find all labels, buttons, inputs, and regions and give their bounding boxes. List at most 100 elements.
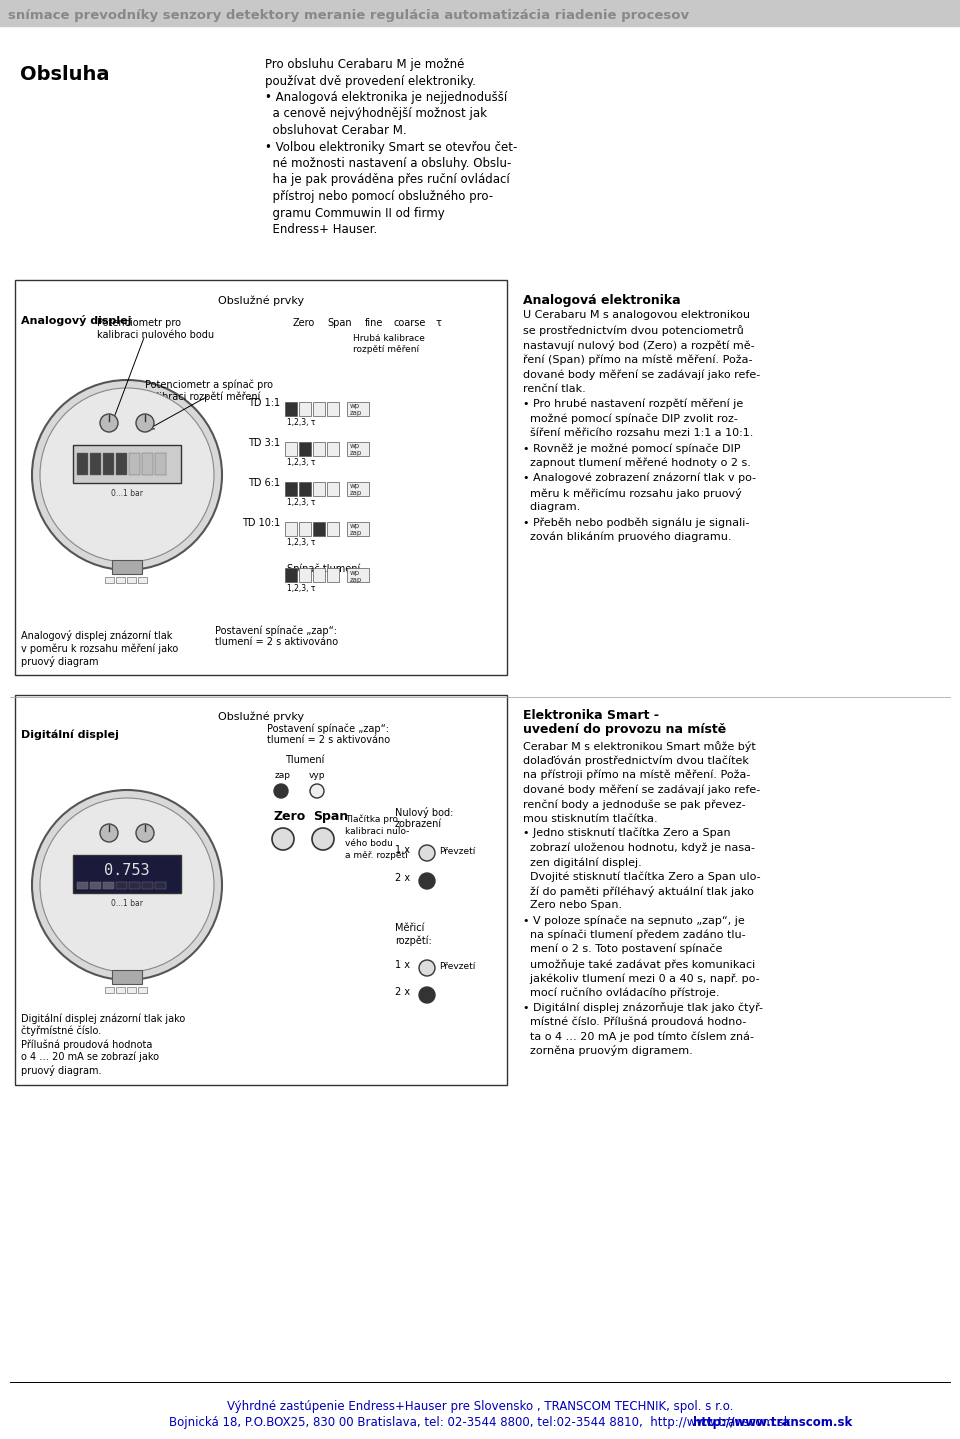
Bar: [155, 882, 166, 889]
Bar: [299, 401, 311, 416]
Text: zován blikáním pruového diagramu.: zován blikáním pruového diagramu.: [523, 532, 732, 543]
Text: 0.753: 0.753: [105, 863, 150, 878]
Text: dované body měření se zadávají jako refe-: dované body měření se zadávají jako refe…: [523, 784, 760, 794]
Text: šíření měřicího rozsahu mezi 1:1 a 10:1.: šíření měřicího rozsahu mezi 1:1 a 10:1.: [523, 429, 754, 439]
Text: 2 x: 2 x: [395, 987, 410, 997]
Text: a měř. rozpětí: a měř. rozpětí: [345, 850, 408, 861]
Circle shape: [312, 827, 334, 850]
Text: Obslužné prvky: Obslužné prvky: [218, 711, 304, 721]
Text: http://www.transcom.sk: http://www.transcom.sk: [693, 1416, 852, 1429]
Text: Analogová elektronika: Analogová elektronika: [523, 294, 681, 307]
Text: Cerabar M s elektronikou Smart může být: Cerabar M s elektronikou Smart může být: [523, 741, 756, 753]
Bar: [15, 281, 507, 675]
Bar: [347, 482, 369, 496]
Text: používat dvě provedení elektroniky.: používat dvě provedení elektroniky.: [265, 75, 476, 88]
Text: obsluhovat Cerabar M.: obsluhovat Cerabar M.: [265, 124, 407, 137]
Text: zapnout tlumení měřené hodnoty o 2 s.: zapnout tlumení měřené hodnoty o 2 s.: [523, 458, 751, 469]
Bar: [127, 987, 136, 993]
Bar: [299, 522, 311, 535]
Text: TD 6:1: TD 6:1: [248, 478, 280, 488]
Bar: [327, 442, 339, 456]
Text: zorněna pruovým digramem.: zorněna pruovým digramem.: [523, 1046, 693, 1056]
Text: • Pro hrubé nastavení rozpětí měření je: • Pro hrubé nastavení rozpětí měření je: [523, 399, 743, 409]
Bar: [103, 882, 114, 889]
Text: tlumení = 2 s aktivováno: tlumení = 2 s aktivováno: [267, 735, 390, 745]
Text: tlumení = 2 s aktivováno: tlumení = 2 s aktivováno: [215, 637, 338, 648]
Bar: [313, 442, 325, 456]
Text: coarse: coarse: [393, 318, 425, 328]
Bar: [112, 560, 142, 574]
Text: Tlumení: Tlumení: [285, 755, 324, 766]
Text: 1,2,3, τ: 1,2,3, τ: [287, 498, 316, 507]
Text: • Analogová elektronika je nejjednodušší: • Analogová elektronika je nejjednodušší: [265, 91, 507, 104]
Text: zap: zap: [350, 450, 362, 456]
Circle shape: [419, 987, 435, 1003]
Text: Pro obsluhu Cerabaru M je možné: Pro obsluhu Cerabaru M je možné: [265, 58, 465, 71]
Bar: [313, 522, 325, 535]
Text: ží do paměti příléhavý aktuální tlak jako: ží do paměti příléhavý aktuální tlak jak…: [523, 886, 754, 896]
Text: zobrazí uloženou hodnotu, když je nasa-: zobrazí uloženou hodnotu, když je nasa-: [523, 842, 755, 853]
Text: zap: zap: [350, 410, 362, 416]
Bar: [90, 453, 101, 475]
Text: Měřicí: Měřicí: [395, 922, 424, 932]
Text: na spínači tlumení předem zadáno tlu-: na spínači tlumení předem zadáno tlu-: [523, 930, 746, 940]
Text: Nulový bod:: Nulový bod:: [395, 807, 453, 817]
Text: rozpětí:: rozpětí:: [395, 935, 432, 945]
Circle shape: [419, 960, 435, 976]
Bar: [105, 577, 114, 583]
Text: Zero: Zero: [273, 810, 305, 823]
Circle shape: [274, 784, 288, 799]
Bar: [142, 453, 153, 475]
Text: τ: τ: [435, 318, 441, 328]
Bar: [116, 882, 127, 889]
Text: 1,2,3, τ: 1,2,3, τ: [287, 538, 316, 547]
Text: zap: zap: [350, 491, 362, 496]
Text: snímace prevodníky senzory detektory meranie regulácia automatizácia riadenie pr: snímace prevodníky senzory detektory mer…: [8, 9, 689, 22]
Bar: [138, 577, 147, 583]
Text: TD 1:1: TD 1:1: [248, 399, 280, 409]
Text: Přílušná proudová hodnota: Přílušná proudová hodnota: [21, 1039, 153, 1049]
Text: Endress+ Hauser.: Endress+ Hauser.: [265, 223, 377, 236]
Text: 0...1 bar: 0...1 bar: [111, 899, 143, 908]
Bar: [138, 987, 147, 993]
Text: wp: wp: [350, 484, 360, 489]
Text: Převzetí: Převzetí: [439, 963, 475, 971]
Text: gramu Commuwin II od firmy: gramu Commuwin II od firmy: [265, 207, 444, 220]
Text: Digitální displej: Digitální displej: [21, 730, 119, 741]
Text: Zero: Zero: [293, 318, 315, 328]
Bar: [313, 568, 325, 581]
Bar: [103, 453, 114, 475]
Text: Postavení spínače „zap“:: Postavení spínače „zap“:: [215, 625, 337, 636]
Text: ha je pak prováděna přes ruční ovládací: ha je pak prováděna přes ruční ovládací: [265, 174, 510, 187]
Text: 0...1 bar: 0...1 bar: [111, 489, 143, 498]
Text: • V poloze spínače na sepnuto „zap“, je: • V poloze spínače na sepnuto „zap“, je: [523, 915, 745, 925]
Text: mení o 2 s. Toto postavení spínače: mení o 2 s. Toto postavení spínače: [523, 944, 722, 954]
Bar: [127, 577, 136, 583]
Bar: [77, 882, 88, 889]
Text: místné číslo. Přílušná proudová hodno-: místné číslo. Přílušná proudová hodno-: [523, 1016, 746, 1027]
Text: zap: zap: [350, 577, 362, 583]
Text: ření (Span) přímo na místě měření. Poža-: ření (Span) přímo na místě měření. Poža-: [523, 354, 753, 366]
Bar: [327, 482, 339, 496]
Text: Postavení spínače „zap“:: Postavení spínače „zap“:: [267, 722, 389, 734]
Text: Tlačítka pro: Tlačítka pro: [345, 814, 398, 825]
Circle shape: [40, 799, 214, 971]
Text: TD 10:1: TD 10:1: [242, 518, 280, 528]
Text: dolaďóván prostřednictvím dvou tlačítek: dolaďóván prostřednictvím dvou tlačítek: [523, 755, 749, 766]
Text: čtyřmístné číslo.: čtyřmístné číslo.: [21, 1026, 101, 1036]
Bar: [285, 568, 297, 581]
Text: vyp: vyp: [309, 771, 325, 780]
Circle shape: [136, 825, 154, 842]
Text: 1,2,3, τ: 1,2,3, τ: [287, 417, 316, 427]
Text: Potenciometr a spínač pro: Potenciometr a spínač pro: [145, 380, 273, 390]
Circle shape: [272, 827, 294, 850]
Bar: [299, 482, 311, 496]
Text: Spínač tlumení: Spínač tlumení: [287, 564, 360, 574]
Text: fine: fine: [365, 318, 383, 328]
Bar: [116, 577, 125, 583]
Text: Span: Span: [327, 318, 351, 328]
Text: 1,2,3, τ: 1,2,3, τ: [287, 458, 316, 468]
Text: zen digitální displej.: zen digitální displej.: [523, 858, 641, 868]
Text: 1,2,3, τ: 1,2,3, τ: [287, 584, 316, 593]
Text: rozpětí měření: rozpětí měření: [353, 345, 420, 354]
